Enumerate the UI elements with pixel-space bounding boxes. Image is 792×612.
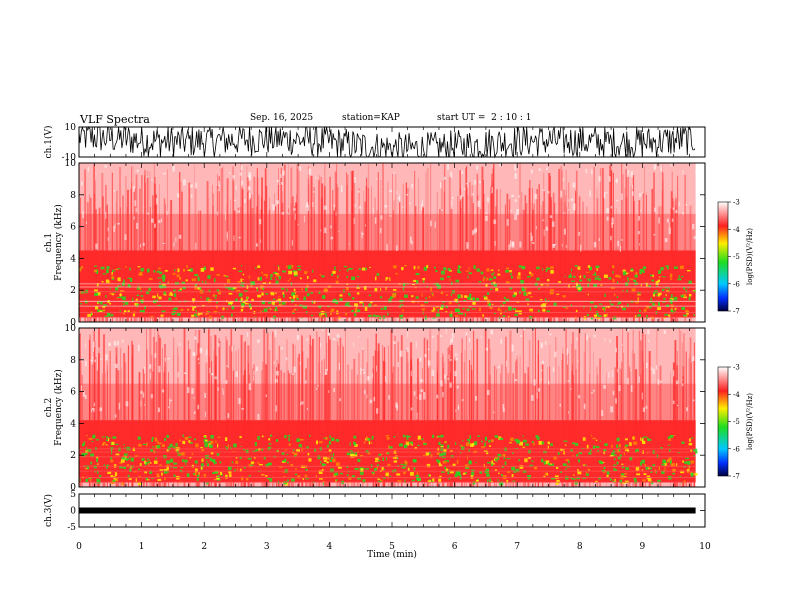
ch1-trace [78, 125, 696, 159]
xtick-4: 4 [327, 542, 333, 552]
date-label: Sep. 16, 2025 [250, 113, 314, 123]
xtick-1: 1 [139, 542, 145, 552]
ch1-wave-ytick--10: -10 [62, 153, 77, 163]
xtick-8: 8 [577, 542, 583, 552]
ch1-colorbar-tick-4: -7 [733, 308, 740, 316]
ch3-wave-ytick-5: 5 [70, 490, 76, 500]
ch1-colorbar-tick-3: -6 [733, 280, 740, 288]
ch2-colorbar-tick-1: -4 [733, 391, 740, 399]
ch2-spec-ytick-8: 8 [70, 356, 76, 366]
ch2-colorbar-tick-3: -6 [733, 445, 740, 453]
ch1-spec-ytick-4: 4 [70, 254, 76, 264]
ch1-spectrogram-panel: 0 2 4 6 8 10 ch.1 Frequency (kHz) [44, 159, 706, 328]
ch2-colorbar-gradient [717, 366, 729, 477]
ch3-wave-ytick--5: -5 [67, 523, 76, 533]
xtick-2: 2 [201, 542, 207, 552]
axis-labels: ch.1(V) ch.3(V) [43, 126, 54, 527]
ch1-spec-channel-label: ch.1 [44, 233, 54, 252]
ch1-colorbar-tick-1: -4 [733, 226, 740, 234]
ch2-spec-ytick-0: 0 [70, 483, 76, 493]
station-value: KAP [380, 113, 400, 123]
ch1-spec-ytick-8: 8 [70, 191, 76, 201]
ch2-colorbar-tick-4: -7 [733, 473, 740, 481]
ch2-colorbar: -3 -4 -5 -6 -7 log(PSD)(V²/Hz) [717, 364, 754, 481]
station-prefix: station= [342, 113, 381, 123]
ch2-spec-freq-label: Frequency (kHz) [53, 369, 64, 446]
ch1-colorbar-tick-2: -5 [733, 253, 740, 261]
xtick-6: 6 [452, 542, 458, 552]
start-time-label: start UT = 2 : 10 : 1 [437, 113, 532, 123]
ch1-colorbar-gradient [717, 201, 729, 312]
start-time-value: 2 : 10 : 1 [491, 113, 532, 123]
x-axis-label: Time (min) [367, 549, 417, 560]
station-label: station=KAP [342, 113, 400, 123]
xtick-7: 7 [514, 542, 520, 552]
ch1-colorbar-label: log(PSD)(V²/Hz) [746, 228, 754, 285]
ch1-spec-ytick-0: 0 [70, 318, 76, 328]
ch2-colorbar-label: log(PSD)(V²/Hz) [746, 393, 754, 450]
ch3-waveform-label: ch.3(V) [43, 494, 54, 527]
ch2-colorbar-tick-2: -5 [733, 418, 740, 426]
xtick-0: 0 [76, 542, 82, 552]
ch2-spec-ytick-4: 4 [70, 419, 76, 429]
ch3-wave-ytick-0: 0 [70, 507, 76, 517]
ch1-spec-ytick-2: 2 [70, 286, 76, 296]
ch2-spec-ytick-10: 10 [65, 324, 77, 334]
plot-title: VLF Spectra [80, 113, 150, 126]
xtick-3: 3 [264, 542, 270, 552]
xtick-9: 9 [640, 542, 646, 552]
start-prefix: start UT = [437, 113, 486, 123]
ch1-spec-freq-label: Frequency (kHz) [53, 204, 64, 281]
ch3-trace [79, 507, 696, 514]
ch2-spec-ytick-2: 2 [70, 451, 76, 461]
ch1-wave-ytick-10: 10 [65, 123, 77, 133]
ch1-colorbar-tick-0: -3 [733, 199, 740, 207]
ch2-colorbar-tick-0: -3 [733, 364, 740, 372]
ch2-spec-ytick-6: 6 [70, 388, 76, 398]
xtick-5: 5 [389, 542, 395, 552]
ch1-waveform-label: ch.1(V) [43, 126, 54, 159]
ch2-spectrogram-panel: 0 2 4 6 8 10 ch.2 Frequency (kHz) [44, 324, 706, 493]
xtick-10: 10 [699, 542, 711, 552]
ch1-spec-ytick-6: 6 [70, 223, 76, 233]
ch1-waveform-panel: 10 -10 [62, 123, 706, 163]
ch2-spec-channel-label: ch.2 [44, 398, 54, 417]
ch1-colorbar: -3 -4 -5 -6 -7 log(PSD)(V²/Hz) [717, 199, 754, 316]
ch1-spec-ytick-10: 10 [65, 159, 77, 169]
